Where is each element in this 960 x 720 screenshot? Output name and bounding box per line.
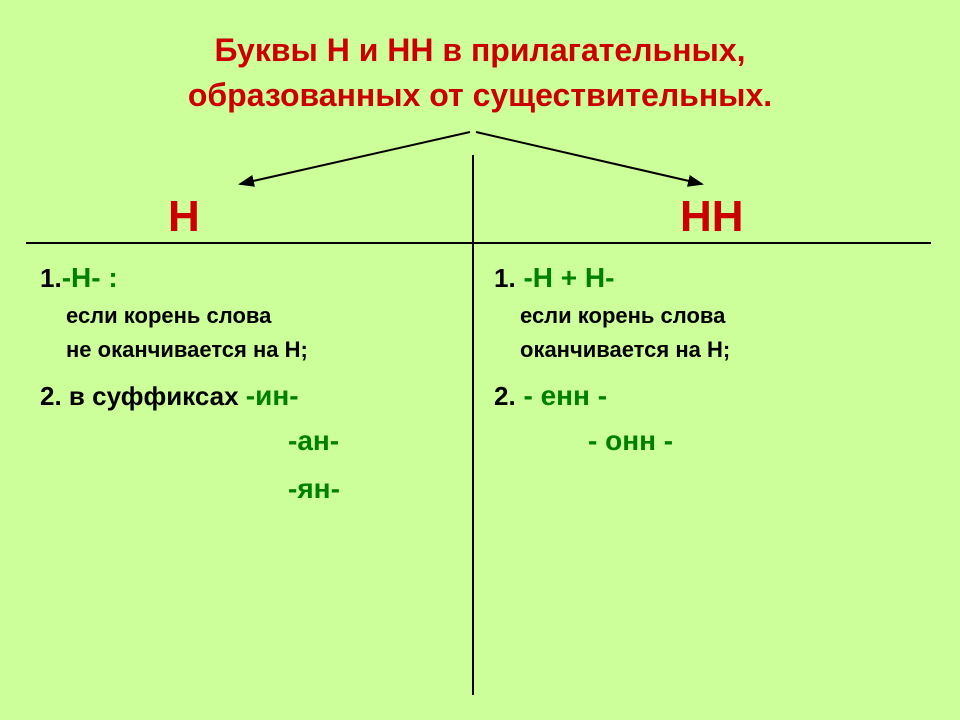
- arrow-left: [240, 132, 470, 184]
- rule-text-line: если корень слова: [40, 299, 470, 333]
- title-line-2: образованных от существительных.: [188, 77, 772, 113]
- suffix: -ан-: [40, 417, 470, 465]
- suffix: - онн -: [494, 417, 924, 465]
- slide-title: Буквы Н и НН в прилагательных, образован…: [0, 0, 960, 118]
- suffix: - енн -: [516, 380, 607, 411]
- rule-green: -Н + Н-: [516, 262, 615, 293]
- suffix: -ян-: [40, 465, 470, 513]
- arrow-right: [476, 132, 702, 184]
- title-line-1: Буквы Н и НН в прилагательных,: [214, 32, 745, 68]
- right-rule-2: 2. - енн - - онн -: [494, 374, 924, 465]
- rule-number: 1.: [40, 263, 62, 293]
- rule-text-line: если корень слова: [494, 299, 924, 333]
- right-column: 1. -Н + Н- если корень слова оканчиваетс…: [494, 256, 924, 465]
- suffix: -ин-: [246, 380, 299, 411]
- left-rule-2: 2. в суффиксах -ин- -ан- -ян-: [40, 374, 470, 513]
- left-rule-1: 1.-Н- : если корень слова не оканчиваетс…: [40, 256, 470, 368]
- rule-number: 1.: [494, 263, 516, 293]
- left-column: 1.-Н- : если корень слова не оканчиваетс…: [40, 256, 470, 512]
- right-rule-1: 1. -Н + Н- если корень слова оканчиваетс…: [494, 256, 924, 368]
- rule-text: в суффиксах: [62, 381, 246, 411]
- vertical-divider: [472, 155, 474, 695]
- column-header-n: Н: [168, 192, 200, 242]
- branch-arrows: [0, 124, 960, 204]
- horizontal-divider: [26, 242, 931, 244]
- rule-text-line: не оканчивается на Н;: [40, 333, 470, 367]
- rule-text-line: оканчивается на Н;: [494, 333, 924, 367]
- rule-green: -Н- :: [62, 262, 118, 293]
- column-header-nn: НН: [680, 192, 744, 242]
- rule-number: 2.: [40, 381, 62, 411]
- rule-number: 2.: [494, 381, 516, 411]
